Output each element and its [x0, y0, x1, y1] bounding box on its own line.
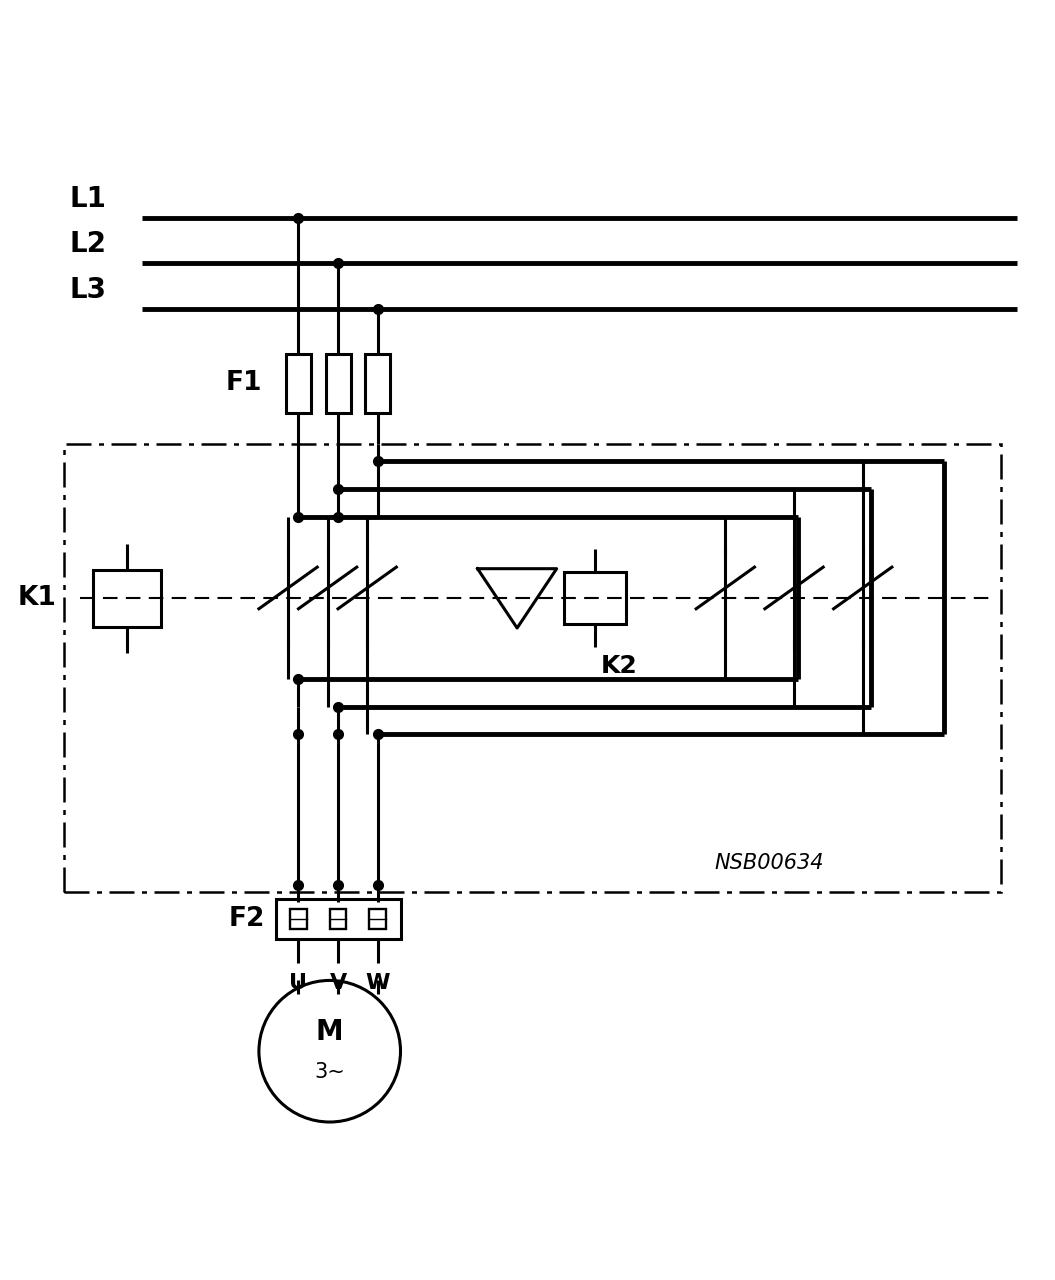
Bar — [64, 444, 1001, 892]
Text: K1: K1 — [18, 585, 56, 612]
Text: F1: F1 — [226, 370, 262, 397]
Text: L2: L2 — [70, 230, 107, 259]
Text: F2: F2 — [229, 906, 265, 932]
Bar — [275, 900, 401, 938]
Text: L1: L1 — [70, 186, 107, 214]
Bar — [93, 570, 160, 627]
Bar — [326, 353, 350, 413]
Bar — [330, 909, 346, 929]
Text: U: U — [289, 973, 307, 993]
Text: K2: K2 — [600, 654, 637, 677]
Text: NSB00634: NSB00634 — [715, 854, 824, 873]
Bar — [369, 909, 386, 929]
Bar — [286, 353, 311, 413]
Text: 3~: 3~ — [314, 1062, 345, 1082]
Text: W: W — [365, 973, 390, 993]
Text: M: M — [315, 1019, 344, 1047]
Bar — [290, 909, 307, 929]
Text: V: V — [329, 973, 347, 993]
Bar — [365, 353, 390, 413]
Text: L3: L3 — [70, 275, 107, 303]
Bar — [564, 572, 627, 625]
